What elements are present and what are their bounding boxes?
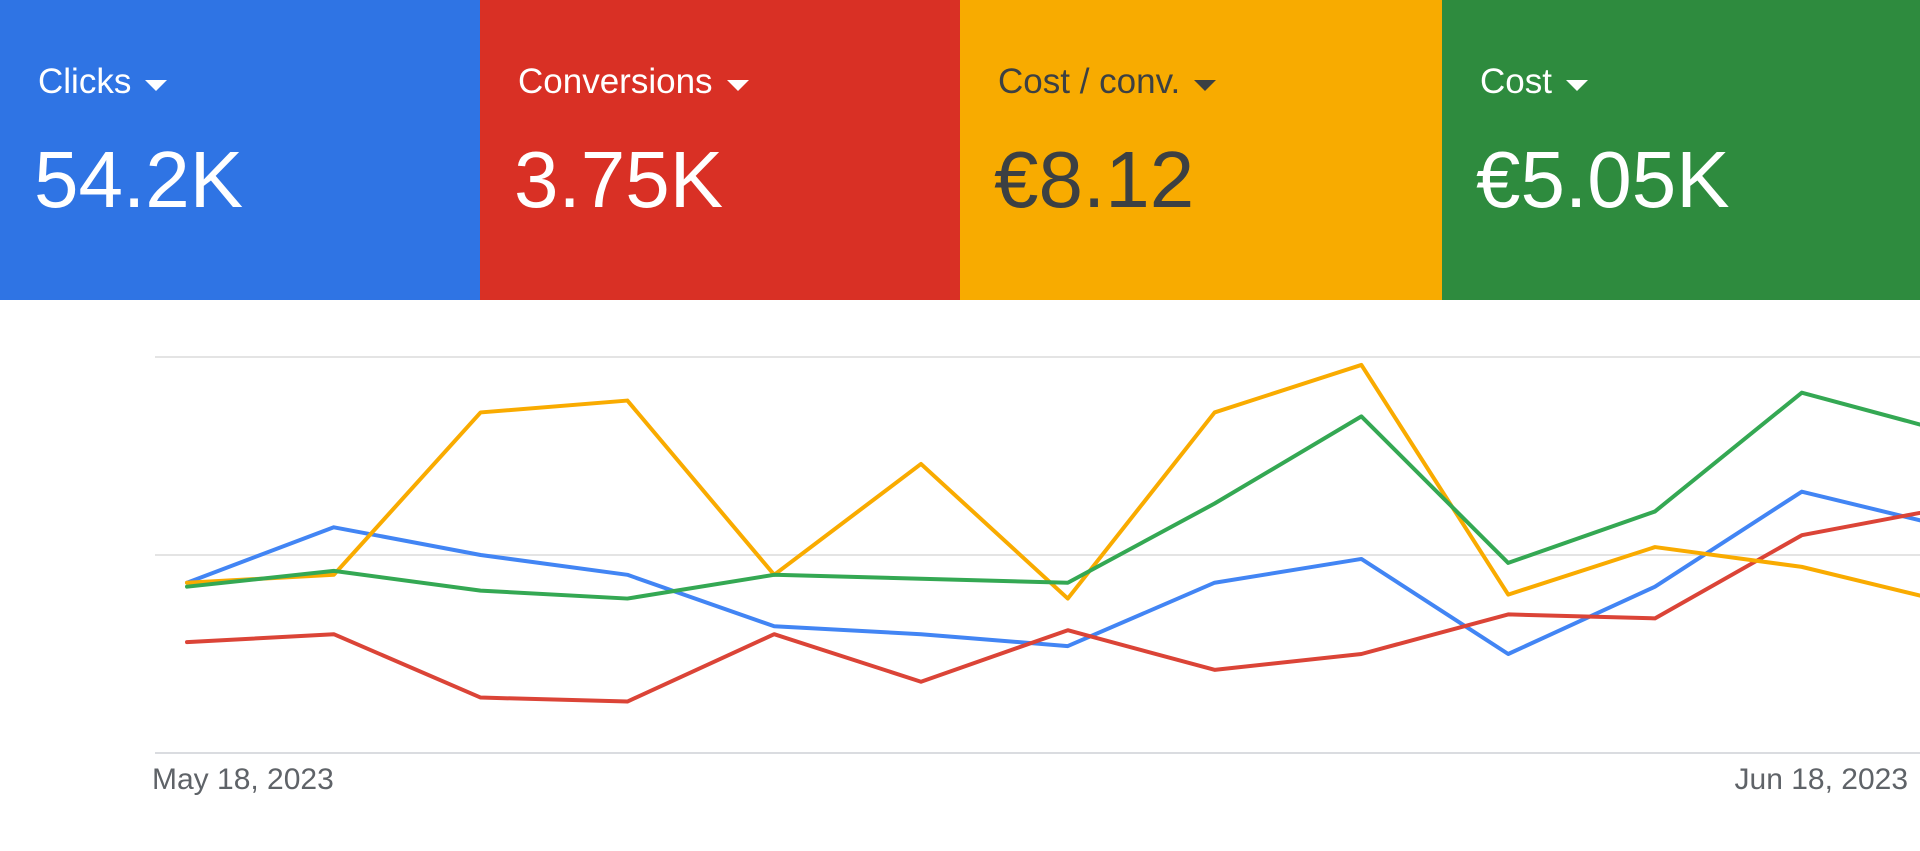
metric-value: 54.2K: [34, 135, 244, 224]
metric-value: €5.05K: [1476, 135, 1730, 224]
metric-card-cost-conv[interactable]: Cost / conv. €8.12: [960, 0, 1442, 300]
metric-card-clicks[interactable]: Clicks 54.2K: [0, 0, 480, 300]
metric-selector[interactable]: Conversions: [518, 62, 749, 102]
caret-down-icon[interactable]: [726, 79, 749, 91]
series-line-2: [185, 362, 1920, 601]
metric-value: 3.75K: [514, 135, 724, 224]
metric-cards: Clicks 54.2K Conversions 3.75K Cost / conv. €…: [0, 0, 1920, 300]
metric-selector[interactable]: Clicks: [38, 62, 168, 102]
metric-label: Conversions: [518, 62, 713, 101]
metric-card-cost[interactable]: Cost €5.05K: [1442, 0, 1920, 300]
caret-down-icon[interactable]: [1565, 79, 1588, 91]
series-line-0: [185, 489, 1920, 656]
x-tick-label: May 18, 2023: [152, 763, 334, 796]
metric-value: €8.12: [994, 135, 1195, 224]
caret-down-icon[interactable]: [1194, 79, 1217, 91]
line-chart: May 18, 2023 Jun 18, 2023: [152, 356, 1920, 796]
x-tick-label: Jun 18, 2023: [1735, 763, 1908, 796]
series-line-1: [185, 510, 1920, 704]
metric-label: Cost: [1480, 62, 1552, 101]
metric-selector[interactable]: Cost: [1480, 62, 1588, 102]
metric-label: Cost / conv.: [998, 62, 1181, 101]
metric-selector[interactable]: Cost / conv.: [998, 62, 1217, 102]
metric-card-conversions[interactable]: Conversions 3.75K: [480, 0, 960, 300]
performance-chart: May 18, 2023 Jun 18, 2023: [0, 300, 1920, 851]
caret-down-icon[interactable]: [145, 79, 168, 91]
metric-label: Clicks: [38, 62, 132, 101]
series-line-3: [185, 390, 1920, 601]
